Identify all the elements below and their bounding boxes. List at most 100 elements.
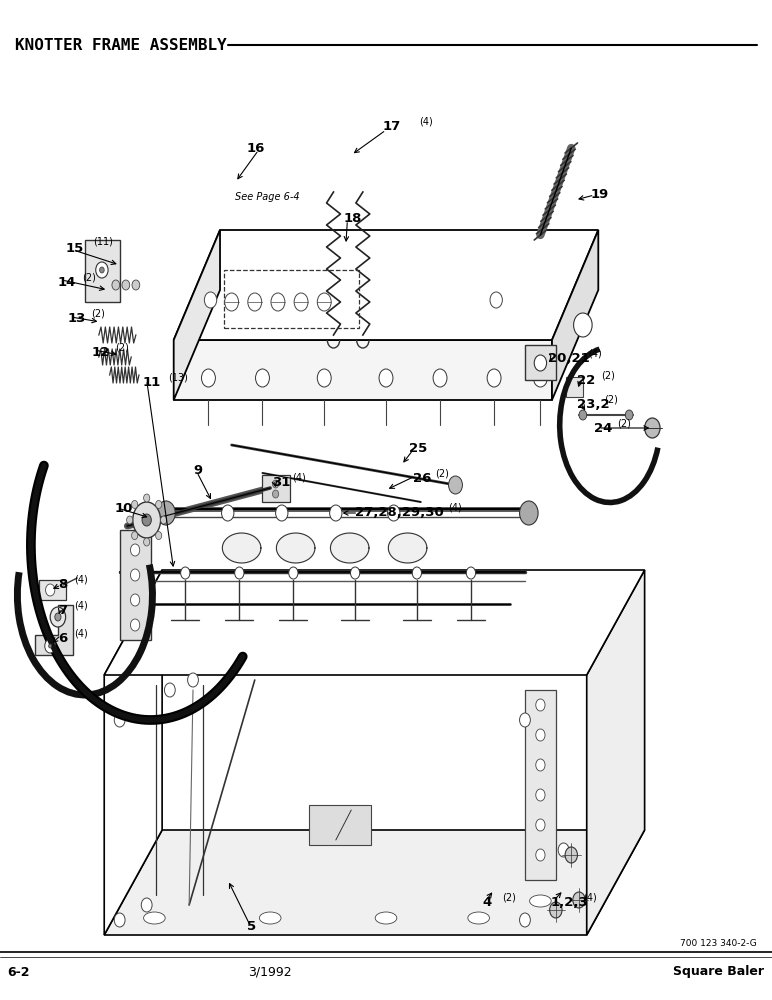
Polygon shape — [222, 533, 261, 563]
Circle shape — [131, 500, 137, 508]
Polygon shape — [262, 475, 290, 502]
Circle shape — [144, 494, 150, 502]
Circle shape — [536, 849, 545, 861]
Circle shape — [46, 584, 55, 596]
Circle shape — [248, 293, 262, 311]
Polygon shape — [104, 830, 645, 935]
Circle shape — [379, 369, 393, 387]
Circle shape — [574, 313, 592, 337]
Ellipse shape — [530, 895, 551, 907]
Text: 31: 31 — [272, 476, 290, 488]
Text: (13): (13) — [168, 372, 188, 382]
Polygon shape — [224, 857, 498, 920]
Circle shape — [130, 544, 140, 556]
Polygon shape — [587, 570, 645, 935]
Text: (4): (4) — [588, 348, 602, 358]
Polygon shape — [120, 530, 151, 640]
Text: 19: 19 — [591, 188, 609, 202]
Circle shape — [536, 819, 545, 831]
Circle shape — [50, 607, 66, 627]
Text: 3/1992: 3/1992 — [249, 966, 292, 978]
Text: (2): (2) — [115, 342, 129, 352]
Circle shape — [317, 369, 331, 387]
Polygon shape — [174, 340, 552, 400]
Circle shape — [225, 293, 239, 311]
Text: (2): (2) — [91, 309, 105, 319]
Circle shape — [487, 369, 501, 387]
Text: 9: 9 — [193, 464, 202, 477]
Circle shape — [534, 355, 547, 371]
Circle shape — [350, 567, 360, 579]
Circle shape — [412, 567, 422, 579]
Text: (4): (4) — [419, 117, 433, 127]
Circle shape — [520, 713, 530, 727]
Circle shape — [181, 567, 190, 579]
Circle shape — [558, 843, 569, 857]
Polygon shape — [276, 533, 315, 563]
Circle shape — [130, 594, 140, 606]
Circle shape — [433, 369, 447, 387]
Circle shape — [45, 639, 56, 653]
Text: 25: 25 — [409, 442, 428, 456]
Circle shape — [536, 789, 545, 801]
Polygon shape — [525, 345, 556, 380]
Circle shape — [114, 913, 125, 927]
Text: 4: 4 — [482, 896, 492, 908]
Polygon shape — [178, 836, 551, 925]
Text: 18: 18 — [344, 212, 362, 225]
Circle shape — [536, 699, 545, 711]
Circle shape — [112, 280, 120, 290]
Text: 13: 13 — [67, 312, 86, 326]
Circle shape — [55, 613, 61, 621]
Circle shape — [466, 567, 476, 579]
Text: (2): (2) — [435, 468, 449, 478]
Text: 16: 16 — [247, 141, 266, 154]
Text: 10: 10 — [114, 502, 133, 514]
Polygon shape — [309, 805, 371, 845]
Circle shape — [114, 713, 125, 727]
Text: 7: 7 — [58, 603, 67, 616]
Circle shape — [449, 476, 462, 494]
Circle shape — [96, 262, 108, 278]
Text: (4): (4) — [449, 503, 462, 513]
Text: (11): (11) — [93, 237, 113, 247]
Circle shape — [256, 369, 269, 387]
Text: (4): (4) — [74, 628, 88, 638]
Text: (4): (4) — [583, 892, 597, 902]
Circle shape — [157, 501, 175, 525]
Polygon shape — [525, 690, 556, 880]
Ellipse shape — [375, 912, 397, 924]
Circle shape — [565, 847, 577, 863]
Text: KNOTTER FRAME ASSEMBLY: KNOTTER FRAME ASSEMBLY — [15, 37, 227, 52]
Circle shape — [625, 410, 633, 420]
Text: 17: 17 — [382, 120, 401, 133]
Polygon shape — [566, 377, 583, 397]
Circle shape — [100, 267, 104, 273]
Circle shape — [490, 292, 503, 308]
Text: 14: 14 — [58, 275, 76, 288]
Text: 5: 5 — [247, 920, 256, 934]
Circle shape — [273, 480, 279, 488]
Circle shape — [271, 293, 285, 311]
Circle shape — [294, 293, 308, 311]
Circle shape — [141, 898, 152, 912]
Text: (2): (2) — [83, 272, 96, 282]
Polygon shape — [330, 533, 369, 563]
Circle shape — [235, 567, 244, 579]
Ellipse shape — [468, 912, 489, 924]
Text: 27,28,29,30: 27,28,29,30 — [355, 506, 444, 520]
Text: 22: 22 — [577, 374, 596, 387]
Ellipse shape — [144, 912, 165, 924]
Text: 12: 12 — [91, 346, 110, 359]
Circle shape — [188, 673, 198, 687]
Text: 23,2: 23,2 — [577, 397, 610, 410]
Circle shape — [133, 502, 161, 538]
Ellipse shape — [259, 912, 281, 924]
Polygon shape — [552, 230, 598, 400]
Circle shape — [122, 280, 130, 290]
Circle shape — [520, 913, 530, 927]
Circle shape — [130, 619, 140, 631]
Circle shape — [330, 505, 342, 521]
Circle shape — [536, 729, 545, 741]
Text: 1,2,3: 1,2,3 — [550, 896, 588, 908]
